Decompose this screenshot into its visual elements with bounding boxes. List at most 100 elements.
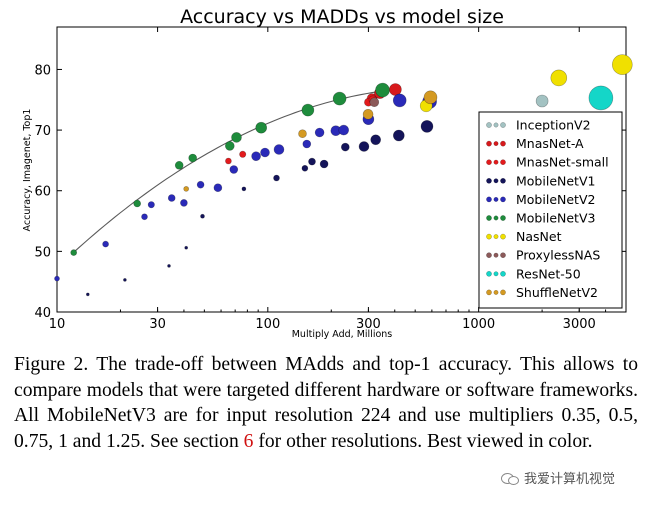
plot-frame	[56, 26, 627, 313]
point-shufflenetv2	[298, 129, 307, 138]
legend-marker-mobilenetv3	[486, 215, 492, 221]
legend-marker-mnasnet-small	[493, 159, 499, 165]
legend-label-inceptionv2: InceptionV2	[516, 118, 591, 133]
data-points-layer	[54, 54, 633, 297]
point-mobilenetv2	[302, 139, 312, 149]
point-mobilenetv2	[102, 240, 109, 248]
point-mobilenetv3	[188, 153, 197, 163]
legend-marker-proxylessnas	[493, 252, 499, 258]
point-mobilenetv2	[141, 213, 148, 221]
legend-marker-inceptionv2	[486, 122, 492, 128]
point-shufflenetv2	[183, 186, 189, 192]
point-nasnet	[550, 69, 568, 87]
point-mnasnet-small	[225, 157, 232, 165]
watermark: 我爱计算机视觉	[497, 466, 620, 489]
point-mobilenetv3	[133, 199, 141, 208]
point-mobilenetv1	[123, 278, 127, 282]
figure-caption: Figure 2. The trade-off between MAdds an…	[14, 352, 638, 454]
legend-label-mobilenetv1: MobileNetV1	[516, 173, 595, 188]
point-shufflenetv2	[423, 90, 438, 105]
point-mobilenetv3	[332, 91, 347, 106]
point-proxylessnas	[369, 97, 380, 107]
y-tick-label: 80	[34, 63, 51, 78]
y-axis-label: Accuracy, Imagenet, Top1	[22, 109, 33, 232]
point-mobilenetv1	[392, 129, 405, 142]
legend-marker-shufflenetv2	[500, 289, 506, 296]
legend-marker-mobilenetv2	[500, 196, 506, 203]
point-mobilenetv3	[174, 161, 184, 170]
point-nasnet	[611, 54, 633, 75]
y-tick-label: 40	[34, 306, 51, 321]
x-axis-label: Multiply Add, Millions	[292, 329, 393, 340]
legend-label-shufflenetv2: ShuffleNetV2	[516, 285, 598, 300]
legend-marker-shufflenetv2	[493, 289, 499, 295]
y-tick-label: 50	[34, 245, 51, 260]
point-mobilenetv3	[70, 249, 77, 256]
legend-marker-mnasnet-a	[500, 140, 506, 147]
point-mobilenetv1	[241, 186, 247, 192]
legend-marker-proxylessnas	[500, 252, 506, 259]
pareto-line-layer	[73, 90, 383, 253]
point-mobilenetv1	[273, 174, 280, 182]
legend-marker-mnasnet-small	[486, 159, 492, 166]
x-tick-label: 10	[49, 317, 66, 332]
legend-marker-nasnet	[493, 234, 499, 240]
legend-marker-mobilenetv1	[493, 178, 499, 184]
legend-label-mobilenetv3: MobileNetV3	[516, 211, 595, 226]
point-mobilenetv2	[167, 194, 176, 202]
legend: InceptionV2 MnasNet-A MnasNet-small MobileN…	[478, 111, 623, 309]
point-mobilenetv2	[314, 127, 325, 138]
point-mobilenetv3	[255, 121, 268, 134]
legend-marker-proxylessnas	[486, 252, 492, 259]
point-mobilenetv1	[86, 292, 90, 297]
legend-marker-resnet-50	[493, 271, 499, 277]
chart-title: Accuracy vs MADDs vs model size	[180, 6, 504, 28]
point-mobilenetv1	[308, 157, 316, 166]
legend-label-mnasnet-a: MnasNet-A	[516, 136, 584, 151]
legend-marker-shufflenetv2	[486, 289, 492, 296]
point-shufflenetv2	[362, 109, 374, 120]
point-mobilenetv2	[392, 93, 407, 108]
caption-text-2: for other resolutions. Best viewed in co…	[253, 430, 593, 452]
point-mobilenetv1	[420, 120, 434, 133]
point-mobilenetv2	[229, 165, 239, 174]
legend-label-mnasnet-small: MnasNet-small	[516, 155, 609, 170]
legend-label-mobilenetv2: MobileNetV2	[516, 192, 595, 207]
x-tick-label: 300	[356, 317, 381, 332]
legend-label-proxylessnas: ProxylessNAS	[516, 248, 600, 263]
point-mobilenetv3	[225, 141, 235, 151]
point-mobilenetv1	[200, 213, 205, 219]
x-tick-label: 3000	[563, 317, 596, 332]
wechat-icon	[501, 471, 519, 485]
y-tick-label: 70	[34, 124, 51, 139]
legend-marker-mobilenetv3	[493, 215, 499, 221]
pareto-line	[73, 90, 383, 253]
point-mobilenetv2	[147, 201, 155, 209]
legend-marker-inceptionv2	[493, 122, 499, 128]
legend-label-nasnet: NasNet	[516, 229, 562, 244]
point-mobilenetv2	[251, 151, 261, 161]
x-tick-label: 1000	[462, 317, 495, 332]
legend-marker-mobilenetv3	[500, 215, 506, 221]
legend-marker-mobilenetv2	[493, 196, 499, 202]
point-mobilenetv1	[370, 134, 382, 146]
point-mobilenetv3	[301, 103, 315, 117]
point-mobilenetv2	[260, 147, 270, 158]
point-mobilenetv2	[213, 183, 223, 192]
caption-section-link[interactable]: 6	[243, 430, 254, 452]
legend-marker-inceptionv2	[500, 122, 506, 128]
point-mobilenetv2	[196, 180, 205, 189]
x-tick-label: 100	[255, 317, 280, 332]
point-mobilenetv2	[180, 199, 188, 207]
y-tick-label: 60	[34, 185, 51, 200]
legend-marker-resnet-50	[486, 270, 492, 277]
point-mobilenetv1	[358, 141, 370, 152]
legend-marker-nasnet	[500, 233, 506, 240]
watermark-text: 我爱计算机视觉	[524, 472, 616, 487]
point-mobilenetv1	[184, 245, 188, 250]
point-mnasnet-small	[239, 150, 247, 158]
legend-marker-mnasnet-small	[500, 159, 506, 166]
legend-marker-mobilenetv1	[486, 177, 492, 184]
point-mobilenetv1	[167, 264, 171, 268]
